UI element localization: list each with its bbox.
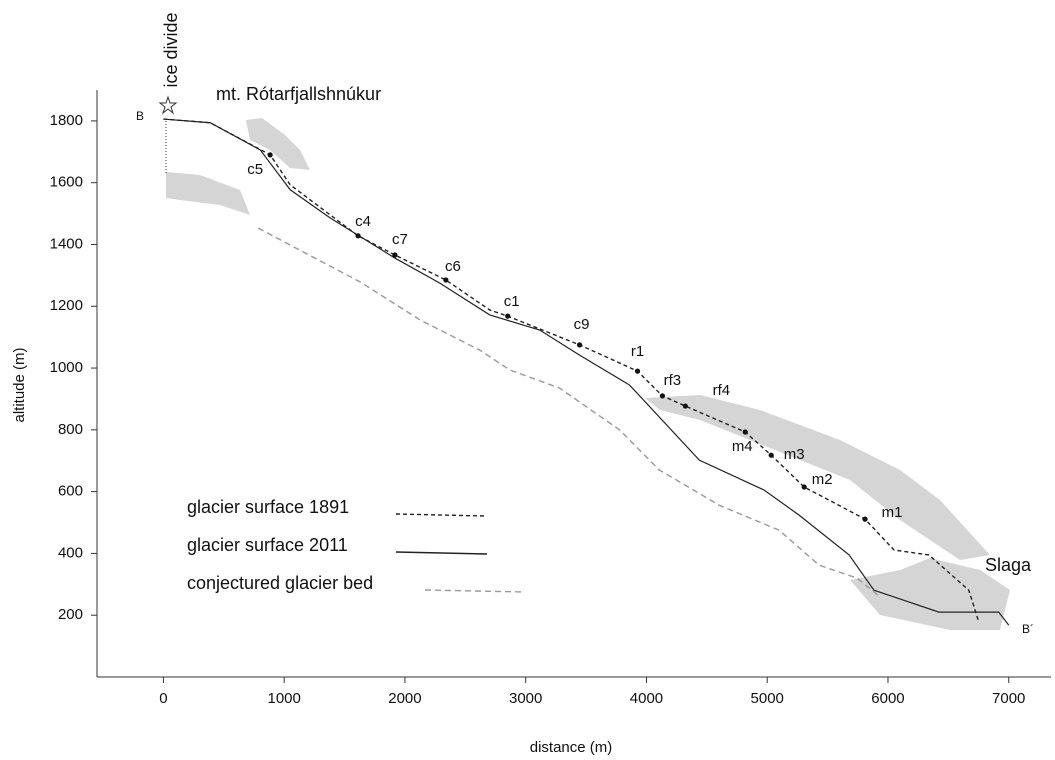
start-label: B [136,109,144,123]
legend-swatch [395,551,488,555]
series-line [257,227,880,597]
x-tick-label: 4000 [630,690,663,707]
point-label: c6 [445,258,461,275]
sample-point [682,403,688,409]
end-label: B´ [1022,622,1034,636]
sample-point [801,484,807,490]
y-tick-label: 800 [58,421,83,438]
y-tick-label: 1800 [50,112,83,129]
sample-point [659,393,665,399]
peak-label: mt. Rótarfjallshnúkur [216,84,381,104]
x-tick-label: 2000 [388,690,421,707]
sample-point [443,277,449,283]
point-label: rf4 [713,382,731,399]
legend-label: conjectured glacier bed [187,573,373,593]
point-label: m3 [784,446,805,463]
y-tick-label: 1200 [50,297,83,314]
x-tick-label: 1000 [267,690,300,707]
series-line [163,118,980,623]
ice-divide-star [158,95,178,115]
sample-point [576,342,583,348]
y-tick-label: 200 [58,606,83,623]
point-label: c1 [504,293,520,310]
series-line [163,118,1010,626]
point-label: c5 [247,161,263,178]
point-label: r1 [631,343,644,360]
y-tick-label: 1600 [50,174,83,191]
sample-point [505,313,511,319]
point-label: m2 [812,471,833,488]
x-tick-label: 0 [159,690,167,707]
point-label: c9 [574,316,590,333]
x-tick-label: 5000 [751,690,784,707]
x-axis-title: distance (m) [530,739,613,756]
point-label: c4 [355,213,371,230]
ice-divide-label: ice divide [161,12,181,87]
y-tick-label: 1400 [50,235,83,252]
legend-swatch [424,589,526,593]
point-label: c7 [392,231,408,248]
x-tick-label: 7000 [992,690,1025,707]
terrain [645,395,990,560]
terrain [246,118,310,170]
legend-swatch [395,513,486,517]
y-tick-label: 600 [58,483,83,500]
sample-point [267,152,273,158]
legend-label: glacier surface 1891 [187,497,349,517]
y-axis-title: altitude (m) [11,347,28,422]
x-tick-label: 6000 [871,690,904,707]
terrain [166,172,250,215]
point-label: m1 [882,504,903,521]
sample-point [742,429,748,435]
legend-label: glacier surface 2011 [187,535,348,555]
point-label: rf3 [664,372,682,389]
y-tick-label: 400 [58,544,83,561]
sample-point [768,452,774,458]
slaga-label: Slaga [985,555,1032,575]
sample-point [355,233,361,239]
y-tick-label: 1000 [50,359,83,376]
sample-point [862,516,868,522]
sample-point [634,368,641,374]
sample-point [392,252,398,258]
x-tick-label: 3000 [509,690,542,707]
point-label: m4 [732,438,753,455]
